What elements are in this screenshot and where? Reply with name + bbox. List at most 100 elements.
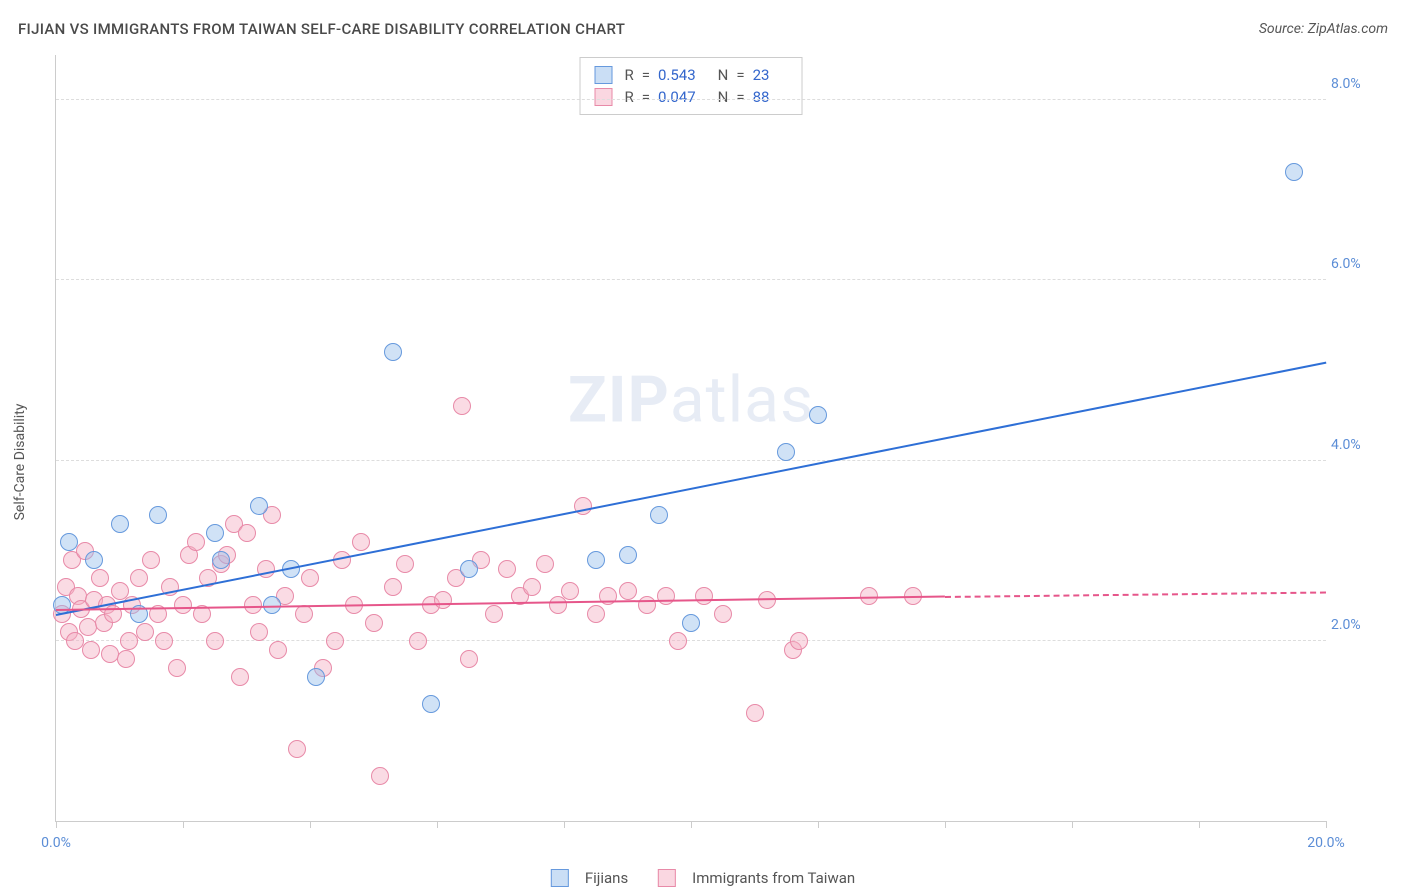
legend-swatch [551,869,569,887]
taiwan-point [142,551,160,569]
taiwan-point [536,555,554,573]
taiwan-point [485,605,503,623]
fijians-point [809,406,827,424]
legend-item: Immigrants from Taiwan [658,869,855,887]
taiwan-point [587,605,605,623]
taiwan-point [250,623,268,641]
fijians-point [777,443,795,461]
taiwan-point [460,650,478,668]
fijians-point [1285,163,1303,181]
chart-title: FIJIAN VS IMMIGRANTS FROM TAIWAN SELF-CA… [18,20,625,38]
taiwan-point [136,623,154,641]
taiwan-point [269,641,287,659]
taiwan-point [365,614,383,632]
fijians-point [307,668,325,686]
x-tick [1072,821,1073,828]
taiwan-point [288,740,306,758]
fijians-point [111,515,129,533]
y-axis-label: Self-Care Disability [12,403,28,520]
taiwan-point [498,560,516,578]
taiwan-point [82,641,100,659]
fijians-point [206,524,224,542]
taiwan-point [371,767,389,785]
taiwan-point [384,578,402,596]
taiwan-point [434,591,452,609]
taiwan-point [714,605,732,623]
fijians-point [682,614,700,632]
taiwan-point [155,632,173,650]
stat-n-value: 23 [753,66,770,84]
x-tick [183,821,184,828]
x-tick [564,821,565,828]
x-tick [818,821,819,828]
x-tick [310,821,311,828]
stats-row: R=0.543N=23 [595,64,788,86]
legend-swatch [595,88,613,106]
chart-header: FIJIAN VS IMMIGRANTS FROM TAIWAN SELF-CA… [18,20,1388,38]
fijians-point [60,533,78,551]
taiwan-point [669,632,687,650]
fijians-point [460,560,478,578]
taiwan-point [657,587,675,605]
fijians-point [384,343,402,361]
taiwan-point [117,650,135,668]
taiwan-point [295,605,313,623]
chart-source: Source: ZipAtlas.com [1259,21,1388,37]
x-tick [56,821,57,828]
taiwan-point [187,533,205,551]
grid-line [56,279,1326,280]
taiwan-point [409,632,427,650]
taiwan-point [549,596,567,614]
legend-item: Fijians [551,869,628,887]
x-tick-label: 0.0% [41,835,71,851]
x-tick [691,821,692,828]
fijians-point [149,506,167,524]
stat-r-label: R [625,66,634,84]
fijians-point [85,551,103,569]
stats-box: R=0.543N=23R=0.047N=88 [580,57,803,115]
taiwan-point [695,587,713,605]
taiwan-point [91,569,109,587]
stat-r-label: R [625,88,634,106]
x-tick [945,821,946,828]
x-tick [1326,821,1327,828]
taiwan-point [561,582,579,600]
taiwan-point [352,533,370,551]
stat-n-label: N [718,66,729,84]
y-tick-label: 4.0% [1331,437,1381,453]
grid-line [56,99,1326,100]
taiwan-point [231,668,249,686]
taiwan-point [746,704,764,722]
taiwan-point [130,569,148,587]
legend-label: Fijians [585,869,628,887]
x-tick-label: 20.0% [1307,835,1345,851]
bottom-legend: Fijians Immigrants from Taiwan [551,869,855,887]
taiwan-point [523,578,541,596]
y-tick-label: 6.0% [1331,256,1381,272]
legend-swatch [595,66,613,84]
plot-area: ZIPatlas R=0.543N=23R=0.047N=88 2.0%4.0%… [55,55,1326,822]
grid-line [56,460,1326,461]
taiwan-point [206,632,224,650]
fijians-point [587,551,605,569]
taiwan-point [244,596,262,614]
taiwan-point [396,555,414,573]
grid-line [56,640,1326,641]
stat-r-value: 0.047 [658,88,696,106]
taiwan-point [790,632,808,650]
y-tick-label: 2.0% [1331,617,1381,633]
stat-n-label: N [718,88,729,106]
fijians-trend [56,361,1326,615]
taiwan-point [301,569,319,587]
fijians-point [212,551,230,569]
legend-swatch [658,869,676,887]
taiwan-point [168,659,186,677]
taiwan-point [638,596,656,614]
taiwan-point [238,524,256,542]
stats-row: R=0.047N=88 [595,86,788,108]
taiwan-point [326,632,344,650]
fijians-point [650,506,668,524]
taiwan-trend-extrapolated [945,591,1326,598]
fijians-point [422,695,440,713]
fijians-point [619,546,637,564]
